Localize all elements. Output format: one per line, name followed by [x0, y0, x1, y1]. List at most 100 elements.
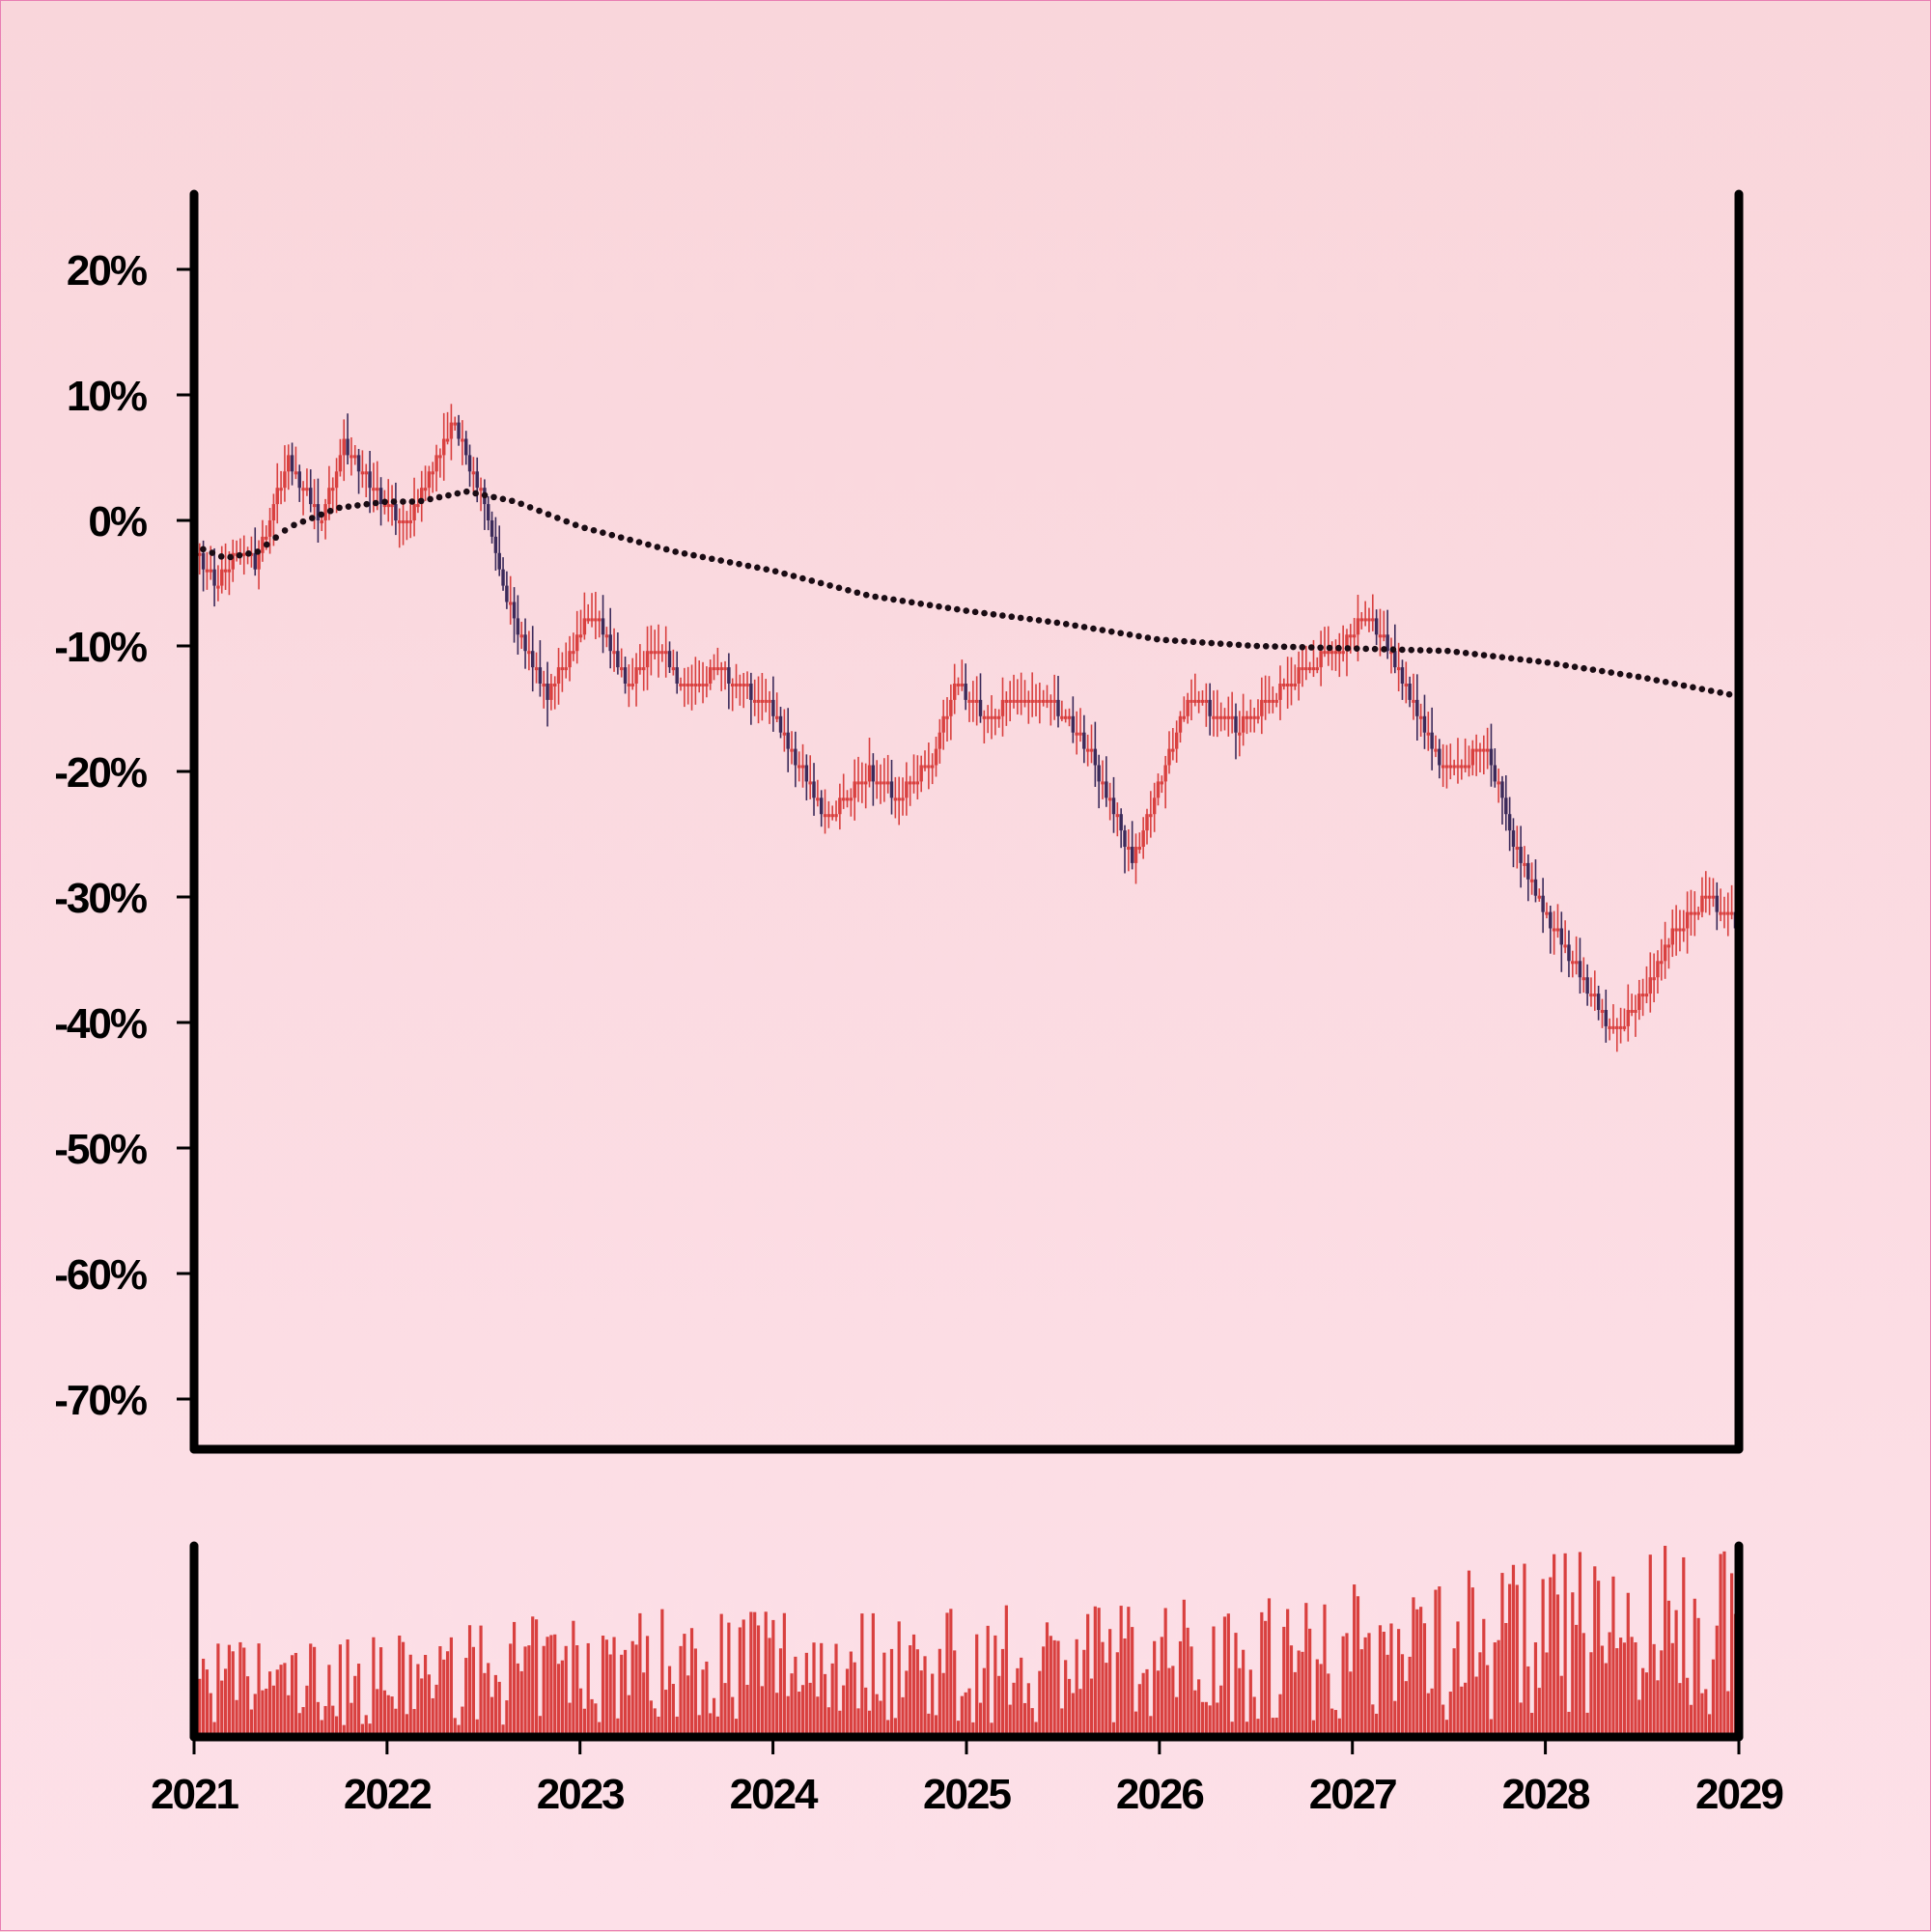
candle-body: [1267, 699, 1272, 703]
volume-bar: [1626, 1592, 1630, 1737]
volume-bar: [749, 1611, 753, 1737]
volume-bar: [1186, 1627, 1189, 1737]
candle-body: [964, 684, 967, 700]
candle-body: [290, 455, 294, 472]
y-tick-label: -30%: [54, 875, 147, 922]
ma-point: [390, 498, 398, 505]
x-tick-label: 2024: [730, 1771, 819, 1818]
volume-bar: [1511, 1564, 1516, 1737]
candle-body: [712, 667, 716, 671]
ma-point: [1517, 656, 1524, 663]
volume-bar: [701, 1669, 705, 1737]
volume-bar: [372, 1637, 376, 1737]
volume-bar: [693, 1648, 697, 1737]
volume-bar: [1611, 1576, 1615, 1737]
ma-point: [1371, 645, 1379, 653]
candle-body: [612, 651, 616, 655]
candle-body: [442, 438, 446, 456]
volume-bar: [1448, 1692, 1452, 1737]
volume-bar: [1286, 1609, 1290, 1737]
volume-bar: [1497, 1639, 1500, 1737]
volume-bar: [438, 1645, 442, 1737]
ma-point: [1653, 677, 1661, 684]
candle-body: [1071, 715, 1076, 733]
volume-bar: [1226, 1613, 1230, 1737]
volume-bar: [294, 1652, 298, 1737]
x-tick-label: 2021: [151, 1771, 238, 1818]
volume-bar: [1563, 1553, 1567, 1737]
volume-bar: [1597, 1581, 1601, 1737]
volume-bar: [1634, 1641, 1637, 1737]
ma-point: [954, 605, 961, 613]
candle-body: [1367, 618, 1371, 622]
candle-body: [1726, 911, 1730, 915]
ma-point: [1217, 640, 1224, 647]
ma-point: [1053, 619, 1061, 627]
candle-body: [1315, 667, 1320, 671]
volume-bar: [649, 1700, 653, 1737]
volume-bar: [1175, 1696, 1179, 1737]
volume-bar: [364, 1715, 368, 1737]
candle-body: [283, 471, 287, 489]
volume-bar: [538, 1716, 542, 1737]
candle-body: [405, 520, 409, 523]
ma-point: [1599, 667, 1606, 675]
ma-point: [808, 577, 816, 584]
volume-bar: [1575, 1624, 1579, 1737]
ma-point: [944, 604, 952, 611]
volume-bar: [1271, 1718, 1274, 1737]
candle-body: [808, 781, 812, 785]
candle-body: [1418, 715, 1423, 719]
candle-body: [1078, 732, 1082, 736]
volume-bar: [1245, 1722, 1249, 1737]
candle-body: [1504, 798, 1508, 815]
candle-body: [1618, 1025, 1623, 1029]
ma-point: [1235, 641, 1243, 649]
candle-body: [1523, 862, 1526, 866]
y-tick-label: -70%: [54, 1377, 147, 1424]
candle-body: [905, 781, 909, 798]
ma-point: [435, 493, 443, 501]
ma-point: [1008, 613, 1016, 621]
volume-bar: [1593, 1566, 1597, 1737]
candle-body: [552, 684, 557, 686]
volume-bar: [911, 1634, 916, 1737]
candle-body: [1133, 847, 1138, 863]
volume-bar: [1093, 1606, 1097, 1737]
volume-bar: [616, 1718, 620, 1737]
candle-body: [1245, 715, 1249, 719]
volume-bar: [782, 1612, 786, 1737]
volume-bar: [630, 1640, 634, 1737]
candle-body: [1574, 961, 1579, 965]
volume-bar: [1282, 1626, 1286, 1737]
candle-body: [1549, 911, 1553, 929]
volume-bar: [986, 1625, 990, 1737]
volume-bar: [764, 1611, 768, 1737]
candle-body: [960, 684, 965, 686]
volume-bar: [849, 1651, 853, 1737]
volume-bar: [320, 1720, 323, 1737]
volume-bar: [753, 1611, 757, 1737]
volume-bar: [1464, 1682, 1468, 1737]
candle-body: [408, 520, 412, 523]
ma-point: [1381, 646, 1387, 653]
volume-bar: [830, 1663, 834, 1737]
candle-body: [675, 667, 679, 684]
volume-bar: [1064, 1660, 1068, 1737]
volume-bar: [1422, 1623, 1427, 1737]
volume-bar: [967, 1688, 971, 1737]
candle-body: [1729, 911, 1734, 915]
volume-bar: [1678, 1683, 1682, 1737]
volume-bar: [1182, 1599, 1186, 1737]
ma-point: [1362, 645, 1370, 653]
volume-bar: [745, 1684, 749, 1737]
ma-point: [1690, 684, 1696, 691]
ma-point: [627, 536, 633, 544]
candle-body: [560, 667, 565, 671]
candle-body: [1507, 814, 1512, 831]
volume-bar: [1589, 1652, 1593, 1737]
candle-body: [1329, 651, 1334, 655]
volume-bar: [1533, 1642, 1538, 1737]
candle-body: [1541, 895, 1545, 912]
